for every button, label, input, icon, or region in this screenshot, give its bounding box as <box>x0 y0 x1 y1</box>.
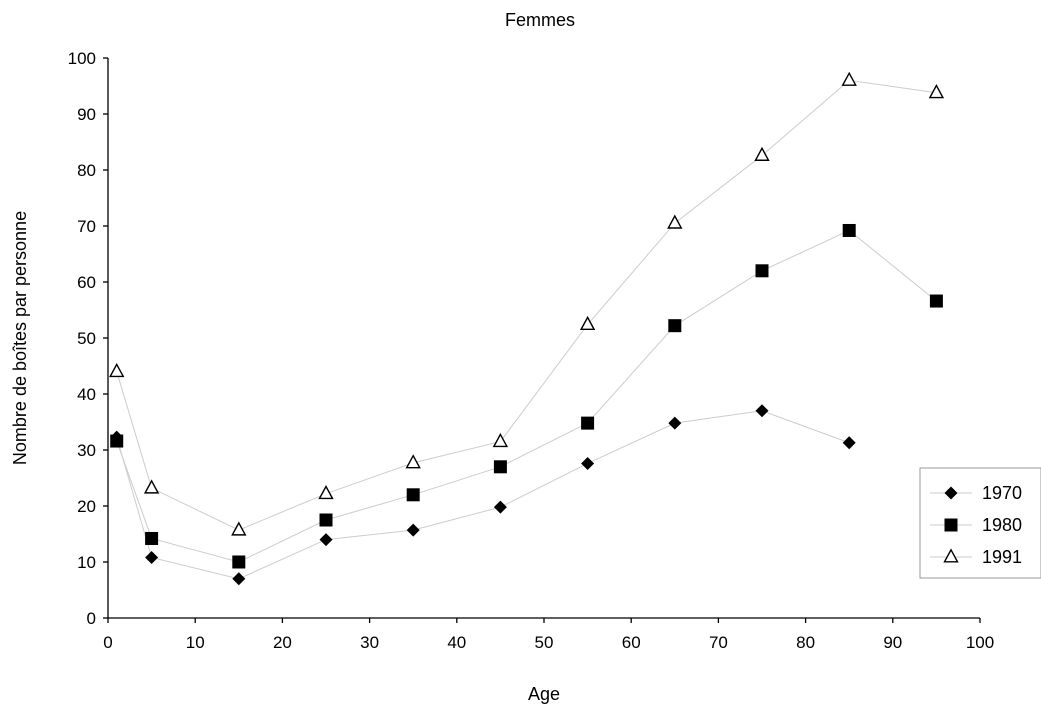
x-tick-label: 30 <box>360 633 379 652</box>
series-line-1991 <box>116 79 937 531</box>
data-point-1980 <box>755 264 769 278</box>
x-axis-title: Age <box>528 684 560 704</box>
y-tick-label: 90 <box>77 105 96 124</box>
x-tick-label: 70 <box>709 633 728 652</box>
data-point-1970 <box>406 523 420 537</box>
data-point-1980 <box>668 319 682 333</box>
x-tick-label: 0 <box>103 633 112 652</box>
legend-marker-1980 <box>944 518 958 532</box>
y-tick-label: 40 <box>77 385 96 404</box>
legend-box <box>919 467 1041 579</box>
data-point-1991 <box>579 315 596 331</box>
legend-marker-1970 <box>944 486 958 500</box>
data-point-1991 <box>928 84 945 99</box>
data-point-1991 <box>754 146 770 161</box>
data-point-1970 <box>842 436 856 450</box>
y-tick-label: 50 <box>77 329 96 348</box>
y-tick-label: 10 <box>77 553 96 572</box>
data-point-1991 <box>405 454 421 469</box>
data-point-1980 <box>406 488 420 502</box>
x-tick-label: 60 <box>622 633 641 652</box>
x-tick-label: 40 <box>447 633 466 652</box>
chart-title: Femmes <box>505 10 575 30</box>
data-point-1980 <box>319 513 333 527</box>
series-1991 <box>109 71 945 536</box>
data-point-1980 <box>581 416 595 430</box>
data-point-1991 <box>667 214 683 229</box>
data-point-1980 <box>110 434 124 448</box>
x-tick-label: 90 <box>883 633 902 652</box>
data-point-1991 <box>109 362 125 378</box>
legend-label-1980: 1980 <box>982 515 1022 535</box>
y-axis-title: Nombre de boîtes par personne <box>10 211 30 465</box>
data-point-1991 <box>231 521 247 536</box>
legend-label-1991: 1991 <box>982 547 1022 567</box>
y-tick-label: 20 <box>77 497 96 516</box>
legend: 1970 1980 1991 <box>919 467 1041 579</box>
x-tick-label: 100 <box>966 633 994 652</box>
data-point-1991 <box>841 71 857 86</box>
data-point-1980 <box>493 460 507 474</box>
x-tick-label: 10 <box>186 633 205 652</box>
data-point-1970 <box>668 416 682 430</box>
y-tick-label: 30 <box>77 441 96 460</box>
y-tick-label: 100 <box>68 49 96 68</box>
legend-marker-1991 <box>943 548 959 563</box>
legend-label-1970: 1970 <box>982 483 1022 503</box>
y-tick-label: 60 <box>77 273 96 292</box>
data-point-1991 <box>143 479 160 494</box>
series-line-1980 <box>116 229 937 563</box>
series-line-1970 <box>116 410 850 580</box>
y-tick-label: 80 <box>77 161 96 180</box>
data-point-1980 <box>929 294 943 308</box>
data-point-1980 <box>232 555 246 569</box>
x-tick-label: 80 <box>796 633 815 652</box>
data-point-1970 <box>581 456 595 470</box>
series-group <box>109 71 945 586</box>
x-tick-label: 50 <box>535 633 554 652</box>
axes: 0 10 20 30 40 50 60 70 80 90 100 0 10 20 30 40 50 60 70 80 9… <box>68 49 995 652</box>
data-point-1980 <box>145 531 159 545</box>
y-tick-label: 0 <box>87 609 96 628</box>
data-point-1980 <box>842 223 856 237</box>
x-tick-label: 20 <box>273 633 292 652</box>
y-tick-label: 70 <box>77 217 96 236</box>
data-point-1970 <box>319 533 333 547</box>
data-point-1970 <box>755 404 769 418</box>
data-point-1970 <box>493 500 507 514</box>
data-point-1991 <box>318 485 334 500</box>
data-point-1970 <box>145 551 159 565</box>
series-1970 <box>110 404 856 586</box>
data-point-1970 <box>232 572 246 586</box>
data-point-1991 <box>492 432 509 448</box>
series-1980 <box>110 223 943 569</box>
